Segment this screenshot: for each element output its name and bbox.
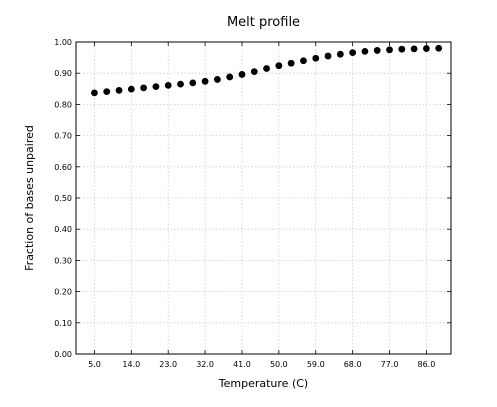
data-point: [324, 52, 332, 60]
data-point: [250, 68, 258, 76]
data-point: [398, 45, 406, 53]
axis-ticks: [76, 41, 451, 355]
data-point: [336, 50, 344, 58]
data-point: [263, 65, 270, 72]
data-point: [201, 77, 209, 85]
x-tick-label: 59.0: [307, 360, 325, 369]
y-tick-label: 0.20: [54, 288, 72, 297]
x-tick-label: 5.0: [88, 360, 101, 369]
data-point: [300, 57, 307, 65]
y-tick-label: 0.50: [54, 194, 72, 203]
y-tick-label: 0.70: [54, 132, 72, 141]
data-point: [226, 73, 234, 81]
x-tick-label: 68.0: [344, 360, 362, 369]
data-point: [373, 47, 381, 54]
data-point: [435, 44, 443, 52]
data-point: [238, 71, 246, 78]
y-tick-labels: 0.00 0.10 0.20 0.30 0.40 0.50 0.60 0.70 0.80 0.90…: [54, 38, 72, 359]
x-axis-label: Temperature (C): [218, 377, 308, 390]
x-tick-label: 41.0: [233, 360, 251, 369]
data-point: [152, 83, 160, 91]
y-tick-label: 0.00: [54, 350, 72, 359]
y-tick-label: 0.60: [54, 163, 72, 172]
y-axis-label: Fraction of bases unpaired: [23, 125, 36, 271]
data-points: [91, 44, 443, 97]
data-point: [177, 80, 184, 88]
y-tick-label: 0.90: [54, 69, 72, 78]
data-point: [423, 45, 430, 52]
data-point: [140, 84, 148, 92]
x-tick-label: 77.0: [381, 360, 399, 369]
chart-title: Melt profile: [227, 15, 300, 30]
x-tick-label: 50.0: [270, 360, 288, 369]
y-tick-label: 0.30: [54, 256, 72, 265]
y-tick-label: 0.40: [54, 225, 72, 234]
data-point: [410, 45, 418, 53]
data-point: [349, 49, 357, 57]
data-point: [213, 76, 221, 83]
data-point: [189, 79, 197, 87]
data-point: [361, 47, 369, 55]
data-point: [103, 88, 111, 96]
data-point: [386, 46, 393, 54]
data-point: [91, 89, 98, 97]
x-tick-label: 23.0: [159, 360, 177, 369]
data-point: [127, 85, 135, 93]
data-point: [275, 62, 283, 70]
grid: [76, 41, 451, 355]
x-tick-label: 86.0: [418, 360, 436, 369]
y-tick-label: 0.10: [54, 319, 72, 328]
x-tick-labels: 5.0 14.0 23.0 32.0 41.0 50.0 59.0 68.0 77.0 86.0: [88, 360, 435, 369]
data-point: [287, 59, 295, 67]
y-tick-label: 0.80: [54, 100, 72, 109]
data-point: [164, 81, 172, 89]
data-point: [312, 54, 320, 62]
x-tick-label: 14.0: [122, 360, 140, 369]
x-tick-label: 32.0: [196, 360, 214, 369]
data-point: [115, 86, 123, 94]
y-tick-label: 1.00: [54, 38, 72, 47]
